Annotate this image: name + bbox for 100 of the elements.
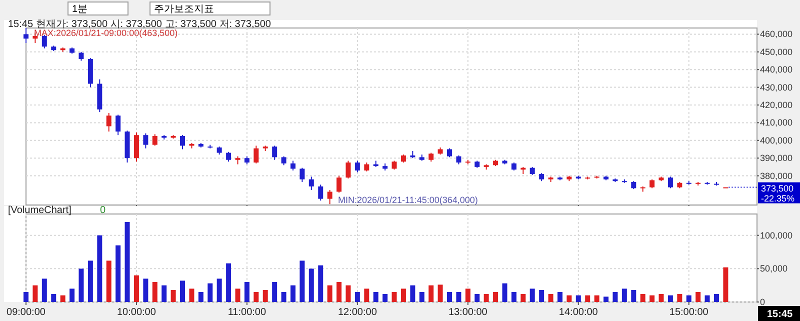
candlestick [318,184,324,202]
text: 1분 [72,4,88,15]
bar [364,288,370,302]
bar [650,295,655,302]
bar [382,294,388,302]
bar [354,292,360,302]
bar [484,294,489,302]
bar [622,288,627,302]
bar [318,265,324,302]
bar [78,268,84,302]
bar [124,222,130,302]
bar [189,288,194,302]
candlestick [272,145,278,160]
bar [170,290,176,302]
candlestick [668,176,673,189]
candlestick [336,175,342,194]
bar [410,285,416,302]
bar [116,245,121,302]
bar [658,294,664,302]
bar [346,285,351,302]
bar [226,263,232,302]
bar [585,295,590,302]
bar [640,294,646,302]
bar [254,292,259,302]
bar [723,267,728,302]
bar [262,290,268,302]
y-tick-label: 430,000 [760,82,793,92]
annotation: 0 [100,205,106,216]
bar [152,282,158,302]
bar [88,260,93,302]
bar [576,295,581,302]
annotation: MIN:2026/01/21-11:45:00(364,000) [338,195,478,205]
candlestick [134,132,139,162]
bar [474,294,480,302]
x-tick-label: 09:00:00 [6,307,46,318]
bar [400,288,406,302]
candlestick [180,134,186,150]
bar [290,285,296,302]
candlestick [152,134,158,146]
bar [714,294,719,302]
x-tick-label: 14:00:00 [558,307,598,318]
bar [143,278,148,302]
bar [419,292,424,302]
bar [336,282,342,302]
y-tick-label: 390,000 [760,153,793,164]
bar [327,285,332,302]
y-tick-label: 440,000 [760,64,793,75]
bar [465,288,470,302]
x-tick-label: 15:00:00 [669,307,709,318]
bar [198,292,204,302]
y-tick-label: 50,000 [760,264,788,274]
bar [668,295,673,302]
y-tick-label: 400,000 [760,135,793,146]
bar [208,283,213,302]
y-tick-label: 410,000 [760,118,793,128]
x-tick-label: 13:00:00 [448,307,488,318]
candlestick [354,160,360,173]
bar [244,282,250,302]
bar [235,288,240,302]
bar [686,295,692,302]
candlestick [143,132,148,149]
bar [520,294,526,302]
bar [180,280,186,302]
bar [539,290,544,302]
y-tick-label: 450,000 [760,46,793,57]
bar [60,295,66,302]
chart-title: [VolumeChart] [8,205,72,216]
y-tick-label: 460,000 [760,29,793,40]
candlestick [106,112,112,132]
bar [51,294,56,302]
bar [502,283,508,302]
chart-title: 15:45 현재가: 373,500 시: 373,500 고: 373,500 저: 373,500 [8,19,272,30]
bar [134,275,139,302]
bar [456,292,462,302]
bar [631,290,636,302]
bar [696,292,701,302]
candlestick [116,114,121,136]
text: -22.35% [761,193,795,204]
text: 15:45 [767,309,794,320]
candlestick [226,151,232,162]
candlestick [346,160,351,179]
bar [300,260,305,302]
x-tick-label: 12:00:00 [338,307,378,318]
bar [604,296,609,302]
bar [97,235,102,302]
bar [272,282,278,302]
bar [548,294,554,302]
bar [216,278,222,302]
bar [511,292,516,302]
bar [281,292,286,302]
bar [493,292,498,302]
ref-line-label: 373,500 [761,183,794,194]
bar [106,260,112,302]
bar [612,292,618,302]
bar [428,285,434,302]
bar [438,284,443,302]
bar [392,292,397,302]
bar [308,268,314,302]
candlestick [327,189,332,205]
y-tick-label: 420,000 [760,100,793,110]
